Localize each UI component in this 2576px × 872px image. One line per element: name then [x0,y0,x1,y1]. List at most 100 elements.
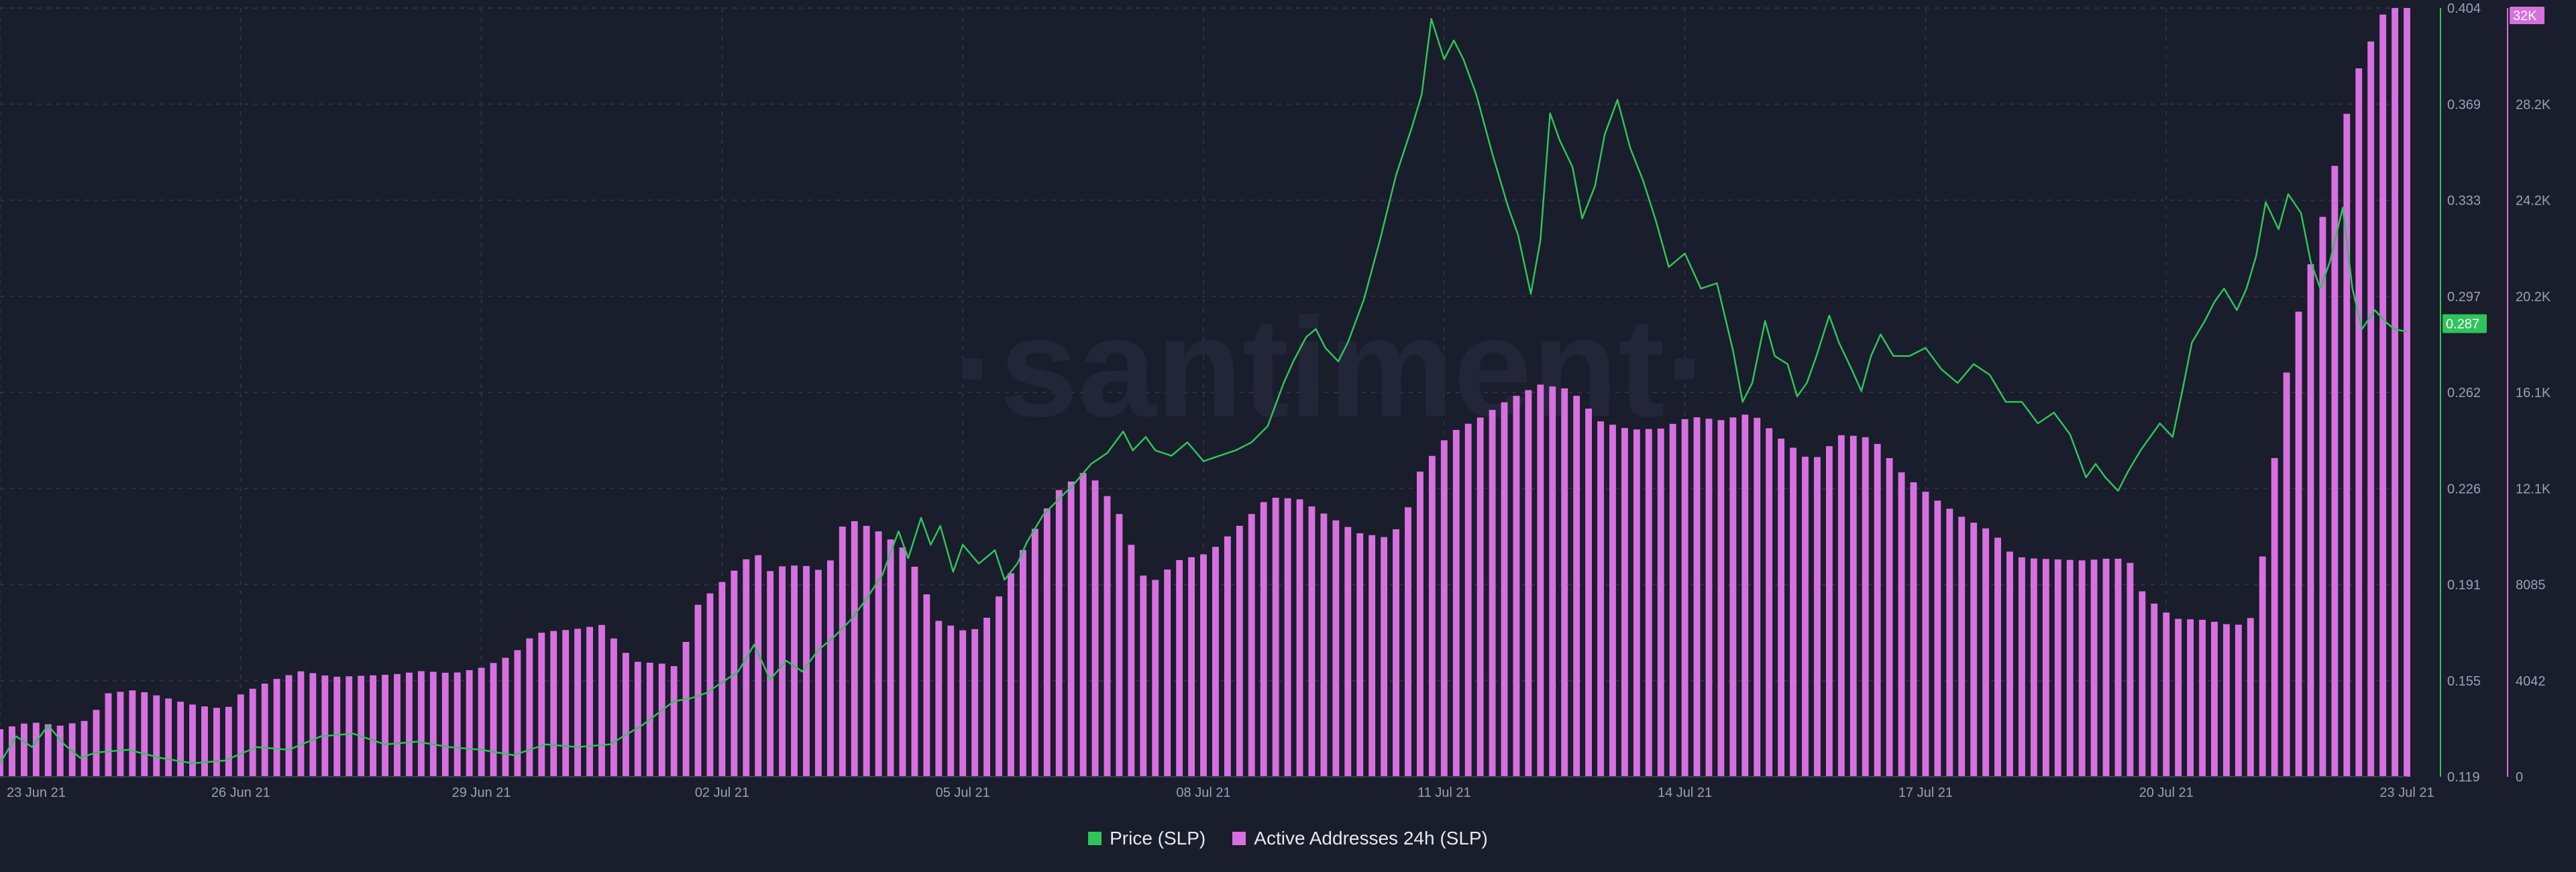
active-bar [1958,516,1966,777]
active-tick-label: 8085 [2516,578,2546,593]
active-bar [1008,573,1014,777]
active-bar [1212,547,1219,777]
active-bar [911,566,918,777]
active-bar [1272,498,1279,777]
active-bar [429,671,437,777]
active-bar [706,593,714,777]
active-bar [153,695,160,777]
active-current-badge [2510,7,2544,24]
active-bar [1898,472,1905,777]
active-bar [20,723,28,777]
active-bar [1982,528,1990,777]
active-bar [694,604,702,777]
active-bar [1381,537,1388,777]
active-bar [935,620,943,777]
active-bar [1224,536,1231,777]
legend-label-price: Price (SLP) [1110,828,1206,849]
active-bar [983,617,991,777]
active-bar [923,594,930,777]
active-bar [441,672,449,777]
active-bar [2090,559,2098,777]
active-bar [1452,429,1460,777]
active-bar [2343,113,2351,777]
active-bar [1332,520,1340,777]
active-bar [1910,482,1917,777]
active-bar [117,692,124,777]
active-bar [1886,458,1893,777]
active-bar [1597,421,1604,777]
active-bar [1681,419,1688,777]
legend-item-active[interactable]: Active Addresses 24h (SLP) [1232,828,1488,849]
active-bar [526,638,533,777]
active-bar [2271,457,2278,777]
active-bar [791,565,798,777]
active-bar [1055,490,1063,777]
active-bar [1248,514,1255,777]
active-bar [779,566,786,777]
active-bar [1200,554,1207,777]
x-tick-label: 14 Jul 21 [1658,785,1712,800]
active-bar [851,521,858,777]
active-bar [1874,443,1881,777]
price-tick-label: 0.226 [2447,482,2481,496]
active-bar [1164,569,1171,777]
active-bar [514,650,521,777]
x-tick-label: 17 Jul 21 [1898,785,1953,800]
watermark: ·santiment· [953,288,1712,446]
active-bar [1837,435,1845,777]
active-bar [538,633,545,777]
active-bar [56,725,64,777]
active-bar [1188,557,1195,777]
active-bar [803,565,810,777]
active-bar [1849,435,1857,777]
active-bar [682,641,690,777]
active-bar [2018,557,2025,777]
active-bar [1019,550,1026,777]
active-bar [2283,372,2290,777]
active-bar [971,629,979,777]
active-bar [1561,388,1568,777]
active-bar [1368,535,1376,777]
active-bar [2355,68,2363,777]
active-bar [1621,428,1628,777]
active-bar [670,666,678,777]
active-bar [321,675,329,777]
active-bar [622,653,629,777]
active-bar [213,708,220,777]
active-bar [959,630,967,777]
active-bar [1633,429,1640,777]
active-bar [1079,473,1087,777]
active-bar [141,692,148,777]
active-bar [502,657,509,777]
active-bar [1405,507,1411,777]
active-bar [1741,415,1749,777]
x-tick-label: 05 Jul 21 [936,785,990,800]
active-current-label: 32K [2513,9,2537,23]
active-bar [887,539,894,777]
active-bar [634,661,641,777]
active-bar [1825,446,1833,777]
active-bar [2331,166,2339,777]
active-bar [1296,499,1303,777]
active-bar [394,673,400,777]
active-bar [2151,603,2158,777]
legend-item-price[interactable]: Price (SLP) [1088,828,1205,849]
active-bar [1477,417,1484,777]
active-tick-label: 20.2K [2516,290,2551,305]
active-bar [2307,264,2314,777]
active-bar [453,672,461,777]
active-bar [2102,558,2110,777]
active-bar [9,726,15,777]
active-tick-label: 24.2K [2516,194,2551,209]
price-current-label: 0.287 [2446,317,2479,331]
active-bar [2247,618,2254,777]
active-bar [1320,513,1328,777]
price-tick-label: 0.369 [2447,97,2481,112]
active-bar [1308,506,1316,777]
active-bar [2163,612,2170,777]
active-bar [1176,559,1183,777]
active-bar [358,675,365,777]
active-bar [1501,402,1508,777]
active-bar [1464,423,1472,777]
